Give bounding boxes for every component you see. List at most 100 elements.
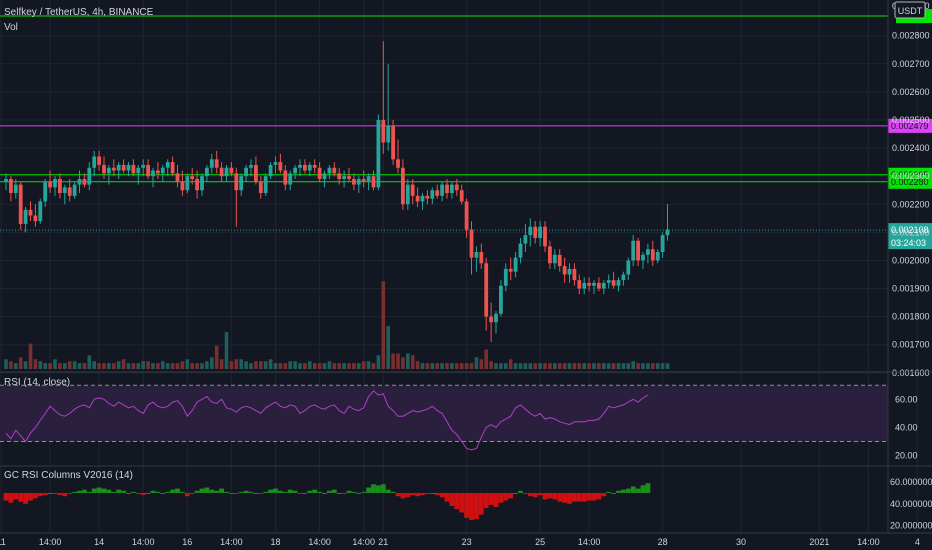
gc-column	[331, 489, 337, 493]
candle-body	[82, 178, 87, 185]
volume-bar	[48, 363, 52, 369]
volume-bar	[82, 363, 87, 369]
volume-bar	[263, 361, 268, 369]
rsi-line	[5, 390, 649, 451]
candle-body	[312, 164, 317, 168]
candle-body	[111, 167, 116, 171]
y-tick-label: 0.002000	[892, 255, 930, 265]
volume-bar	[445, 363, 449, 369]
gc-column	[542, 492, 548, 500]
volume-bar	[67, 361, 72, 369]
volume-bar	[146, 361, 150, 369]
gc-column	[219, 488, 224, 493]
last-price-label: 0.002108	[891, 225, 929, 235]
rsi-y-tick-label: 20.00	[895, 451, 918, 461]
x-tick-label: 14:00	[39, 537, 62, 547]
gc-column	[67, 492, 73, 495]
x-tick-label: 14:00	[308, 537, 331, 547]
candle-body	[102, 164, 106, 174]
gc-column	[336, 492, 342, 494]
candle-body	[386, 125, 391, 143]
last-price-tag	[888, 223, 932, 250]
volume-bar	[175, 363, 180, 369]
candle-body	[396, 159, 400, 168]
gc-column	[385, 489, 391, 493]
candle-body	[214, 159, 219, 168]
volume-bar	[283, 363, 288, 369]
gc-column	[640, 485, 646, 493]
gc-column	[263, 491, 269, 493]
volume-bar	[464, 363, 469, 369]
candle-body	[582, 282, 587, 289]
volume-bar	[474, 357, 479, 369]
volume-bar	[23, 361, 28, 369]
gc-column	[155, 491, 161, 493]
candle-body	[601, 282, 606, 289]
volume-bar	[381, 281, 386, 369]
gc-column	[518, 490, 523, 493]
symbol-title[interactable]: Selfkey / TetherUS, 4h, BINANCE	[4, 7, 154, 18]
gc-column	[327, 490, 332, 493]
candle-body	[474, 252, 479, 258]
candle-body	[631, 240, 636, 261]
candle-body	[454, 184, 459, 191]
volume-bar	[112, 363, 116, 369]
gc-column	[194, 490, 200, 493]
candle-body	[597, 282, 601, 289]
candle-body	[401, 167, 405, 205]
volume-bar	[582, 363, 586, 369]
candle-body	[92, 156, 97, 168]
candle-body	[528, 226, 533, 236]
candle-body	[646, 249, 650, 255]
volume-bar	[92, 361, 96, 369]
x-tick-label: 11	[0, 537, 6, 547]
candle-body	[567, 268, 572, 275]
candle-body	[268, 164, 273, 177]
candle-body	[479, 252, 484, 264]
gc-column	[204, 487, 210, 493]
gc-column	[596, 492, 602, 500]
gc-y-tick-label: 20.000000	[890, 520, 932, 530]
gc-column	[464, 492, 469, 518]
candle-body	[53, 178, 57, 188]
volume-bar	[229, 361, 234, 369]
x-tick-label: 28	[658, 537, 668, 547]
candle-body	[405, 184, 410, 205]
candle-body	[239, 176, 244, 191]
gc-column	[287, 489, 293, 493]
gc-column	[439, 492, 445, 498]
x-tick-label: 23	[462, 537, 472, 547]
volume-bar	[435, 363, 439, 369]
gc-column	[82, 489, 87, 493]
gc-column	[175, 488, 180, 493]
volume-bar	[116, 361, 121, 369]
candle-body	[391, 125, 395, 160]
volume-bar	[376, 355, 381, 369]
gc-column	[601, 492, 607, 497]
candle-body	[67, 187, 72, 196]
gc-column	[8, 492, 14, 503]
candle-body	[13, 184, 18, 194]
gc-column	[273, 488, 278, 493]
volume-bar	[298, 363, 302, 369]
volume-bar	[312, 363, 317, 369]
gc-column	[282, 491, 288, 493]
gc-column	[57, 492, 63, 496]
gc-column	[116, 489, 122, 493]
candle-body	[337, 173, 342, 179]
price-line-tag-label: 0.002479	[891, 121, 929, 131]
gc-column	[483, 492, 489, 509]
gc-column	[469, 492, 474, 521]
gc-column	[635, 488, 641, 493]
currency-badge[interactable]: USDT	[894, 1, 926, 19]
volume-bar	[420, 363, 425, 369]
volume-bar	[621, 363, 626, 369]
volume-bar	[180, 361, 185, 369]
candle-body	[43, 181, 48, 202]
candle-body	[361, 178, 366, 182]
volume-bar	[606, 363, 611, 369]
volume-bar	[631, 361, 635, 369]
currency-badge-label: USDT	[898, 6, 923, 16]
